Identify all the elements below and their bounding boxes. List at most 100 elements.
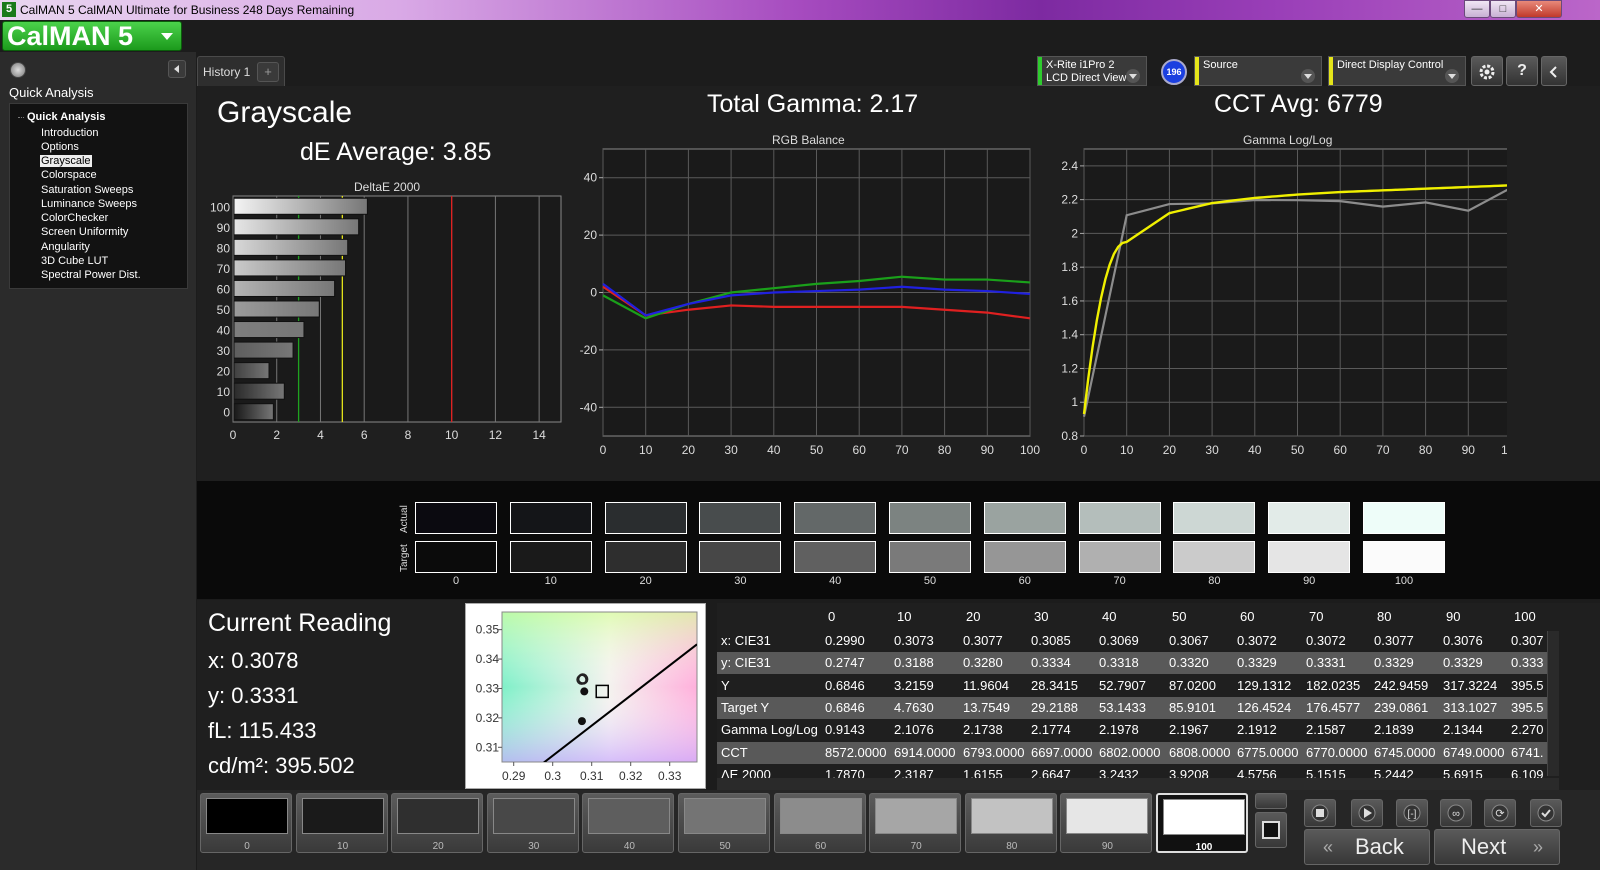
stop-button[interactable] [1304,799,1336,827]
table-cell: 85.9101 [1169,699,1216,715]
column-header[interactable]: 40 [1102,609,1117,624]
collapse-panel-button[interactable] [168,60,186,78]
play-button[interactable] [1351,799,1383,827]
meter-selector[interactable]: X-Rite i1Pro 2 LCD Direct View [1037,56,1147,86]
pattern-step-button[interactable]: 80 [964,793,1057,853]
x-tick-label: 0.32 [619,769,643,783]
cie-chart-svg: 0.29 0.3 0.31 0.32 0.33 0.35 0.34 0.33 0.32 0.31 [476,611,698,783]
column-header[interactable]: 60 [1240,609,1255,624]
column-header[interactable]: 50 [1172,609,1187,624]
pattern-step-button[interactable]: 50 [678,793,770,853]
table-row[interactable]: x: CIE31 0.2990 0.3073 0.3077 0.3085 0.3069 0.… [717,630,1547,652]
table-cell: 2.1738 [963,722,1003,738]
y-tick-label: 30 [217,344,231,358]
calman-logo-menu[interactable]: CalMAN 5 [2,21,182,51]
column-header[interactable]: 10 [897,609,912,624]
tree-item[interactable]: Introduction [41,127,99,139]
cct-average: CCT Avg: 6779 [1214,90,1383,118]
pattern-step-button[interactable]: 70 [869,793,962,853]
table-row[interactable]: y: CIE31 0.2747 0.3188 0.3280 0.3334 0.3318 0.… [717,652,1547,675]
swatch-step-label: 80 [1208,575,1221,587]
tree-item[interactable]: 3D Cube LUT [41,255,109,267]
tree-item[interactable]: Colorspace [41,169,97,181]
tree-item[interactable]: Screen Uniformity [41,226,129,238]
close-button[interactable]: ✕ [1516,0,1562,18]
column-header[interactable]: 100 [1514,609,1536,624]
pattern-step-button[interactable]: 100 [1156,793,1248,853]
refresh-button[interactable]: ⟳ [1484,799,1516,827]
table-cell: 0.3329 [1443,655,1483,671]
table-row[interactable]: Gamma Log/Log 0.9143 2.1076 2.1738 2.1774 2.1… [717,719,1547,741]
help-button[interactable]: ? [1506,56,1538,86]
infinity-icon: ∞ [1447,804,1465,822]
pattern-step-button[interactable]: 0 [200,793,292,853]
y-tick-label: 60 [217,282,231,296]
x-tick-label: 50 [810,443,824,457]
column-header[interactable]: 90 [1446,609,1461,624]
swatch-step-label: 50 [923,575,937,587]
refresh-icon: ⟳ [1491,804,1509,822]
y-tick-label: 0 [223,406,230,420]
actual-swatch [509,502,592,534]
confirm-button[interactable] [1530,799,1562,827]
record-icon[interactable] [10,62,26,78]
display-selector[interactable]: Direct Display Control [1328,56,1466,86]
tree-item[interactable]: Spectral Power Dist. [41,269,141,281]
tree-item[interactable]: Saturation Sweeps [41,184,134,196]
column-header[interactable]: 30 [1034,609,1049,624]
pattern-step-button[interactable]: 10 [295,793,388,853]
continuous-read-button[interactable]: ∞ [1440,799,1472,827]
svg-text:⟳: ⟳ [1495,808,1504,820]
source-selector[interactable]: Source [1194,56,1322,86]
read-series-button[interactable]: [-] [1396,799,1428,827]
column-header[interactable]: 0 [828,609,836,624]
pattern-step-button[interactable]: 20 [391,793,484,853]
column-header[interactable]: 80 [1377,609,1392,624]
add-tab-button[interactable]: + [257,62,279,82]
next-button[interactable]: Next » [1434,829,1560,865]
svg-text:[-]: [-] [1408,809,1417,820]
cie-chromaticity-chart: 0.29 0.3 0.31 0.32 0.33 0.35 0.34 0.33 0.32 0.31 [465,603,706,789]
pattern-step-button[interactable]: 40 [582,793,675,853]
tree-item[interactable]: Options [41,141,79,153]
table-row[interactable]: Target Y 0.6846 4.7630 13.7549 29.2188 53.143… [717,696,1547,719]
table-cell: 126.4524 [1237,699,1292,715]
column-header[interactable]: 20 [966,609,981,624]
table-cell: 6775.0000 [1237,744,1299,760]
table-cell: 317.3224 [1443,677,1498,693]
table-horizontal-scrollbar[interactable] [717,778,1559,790]
back-button[interactable]: « Back [1304,829,1430,865]
y-tick-label: 1.8 [1061,260,1078,274]
table-row[interactable]: CCT 8572.0000 6914.0000 6793.0000 6697.0000 6… [717,741,1547,764]
settings-button[interactable] [1471,56,1503,86]
rgb-balance-chart: 0 10 20 30 40 50 60 70 80 90 100 40 20 0 -20 -40 [580,148,1040,457]
pattern-display-button[interactable] [1255,812,1287,848]
pattern-up-button[interactable] [1255,793,1287,809]
row-label: y: CIE31 [721,655,771,671]
meter-badge[interactable]: 196 [1161,59,1187,85]
rgb-chart-title: RGB Balance [772,133,845,147]
tree-header[interactable]: Quick Analysis [17,111,106,123]
y-tick-label: 40 [217,324,231,338]
table-vertical-scrollbar[interactable] [1547,631,1559,776]
deltae-bar [233,279,336,297]
table-cell: 0.3329 [1374,655,1414,671]
table-row[interactable]: Y 0.6846 3.2159 11.9604 28.3415 52.7907 87.020… [717,675,1547,697]
pattern-step-button[interactable]: 90 [1060,793,1153,853]
tree-item[interactable]: ColorChecker [41,212,109,224]
table-cell: 13.7549 [963,699,1010,715]
x-tick-label: 30 [724,443,738,457]
table-cell: 52.7907 [1099,677,1146,693]
collapse-right-button[interactable] [1541,56,1567,86]
pattern-step-button[interactable]: 60 [773,793,866,853]
pattern-step-button[interactable]: 30 [486,793,579,853]
tree-item[interactable]: Grayscale [40,155,92,167]
tree-item[interactable]: Luminance Sweeps [41,198,138,210]
tree-item[interactable]: Angularity [41,241,90,253]
actual-swatch [604,502,687,534]
maximize-button[interactable]: □ [1490,0,1516,18]
minimize-button[interactable]: — [1464,0,1490,18]
measurement-table: 0 10 20 30 40 50 60 70 80 90 100 x: CIE31 0.2990 0.3… [717,603,1600,790]
y-tick-label: 2.4 [1061,159,1078,173]
column-header[interactable]: 70 [1309,609,1324,624]
